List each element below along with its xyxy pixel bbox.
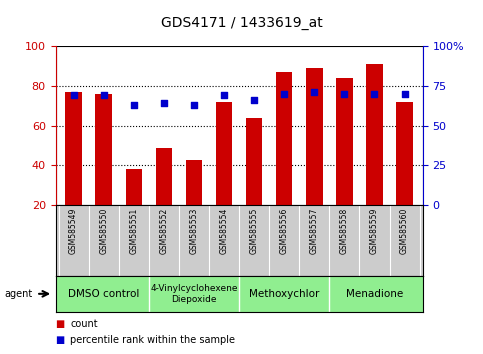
Text: GSM585557: GSM585557 [310,207,319,254]
Point [401,91,409,97]
Bar [126,170,142,205]
Text: GSM585550: GSM585550 [99,207,108,254]
Bar [276,72,293,205]
Text: GSM585552: GSM585552 [159,207,169,254]
Bar [246,118,262,205]
Text: GSM585551: GSM585551 [129,207,138,254]
Point [341,91,348,97]
Point [311,89,318,95]
Point [220,92,228,98]
Text: GDS4171 / 1433619_at: GDS4171 / 1433619_at [161,16,322,30]
Text: count: count [70,319,98,329]
Text: GSM585549: GSM585549 [69,207,78,254]
Text: GSM585553: GSM585553 [189,207,199,254]
Bar [216,102,232,205]
Bar [156,148,172,205]
Bar [336,78,353,205]
Point [190,102,198,108]
Text: GSM585559: GSM585559 [370,207,379,254]
Text: DMSO control: DMSO control [68,289,140,299]
Point [370,91,378,97]
Bar [396,102,413,205]
Bar [65,92,82,205]
Text: percentile rank within the sample: percentile rank within the sample [70,335,235,345]
Text: agent: agent [5,289,33,299]
Bar [366,64,383,205]
Bar [96,94,112,205]
Bar [306,68,323,205]
Point [70,92,77,98]
Point [250,97,258,103]
Text: GSM585555: GSM585555 [250,207,258,254]
Point [100,92,108,98]
Text: ■: ■ [56,319,65,329]
Point [130,102,138,108]
Text: 4-Vinylcyclohexene
Diepoxide: 4-Vinylcyclohexene Diepoxide [150,284,238,303]
Point [280,91,288,97]
Text: GSM585554: GSM585554 [220,207,228,254]
Bar [185,160,202,205]
Text: GSM585558: GSM585558 [340,207,349,254]
Text: Menadione: Menadione [346,289,403,299]
Text: GSM585560: GSM585560 [400,207,409,254]
Text: ■: ■ [56,335,65,345]
Point [160,101,168,106]
Text: Methoxychlor: Methoxychlor [249,289,319,299]
Text: GSM585556: GSM585556 [280,207,289,254]
